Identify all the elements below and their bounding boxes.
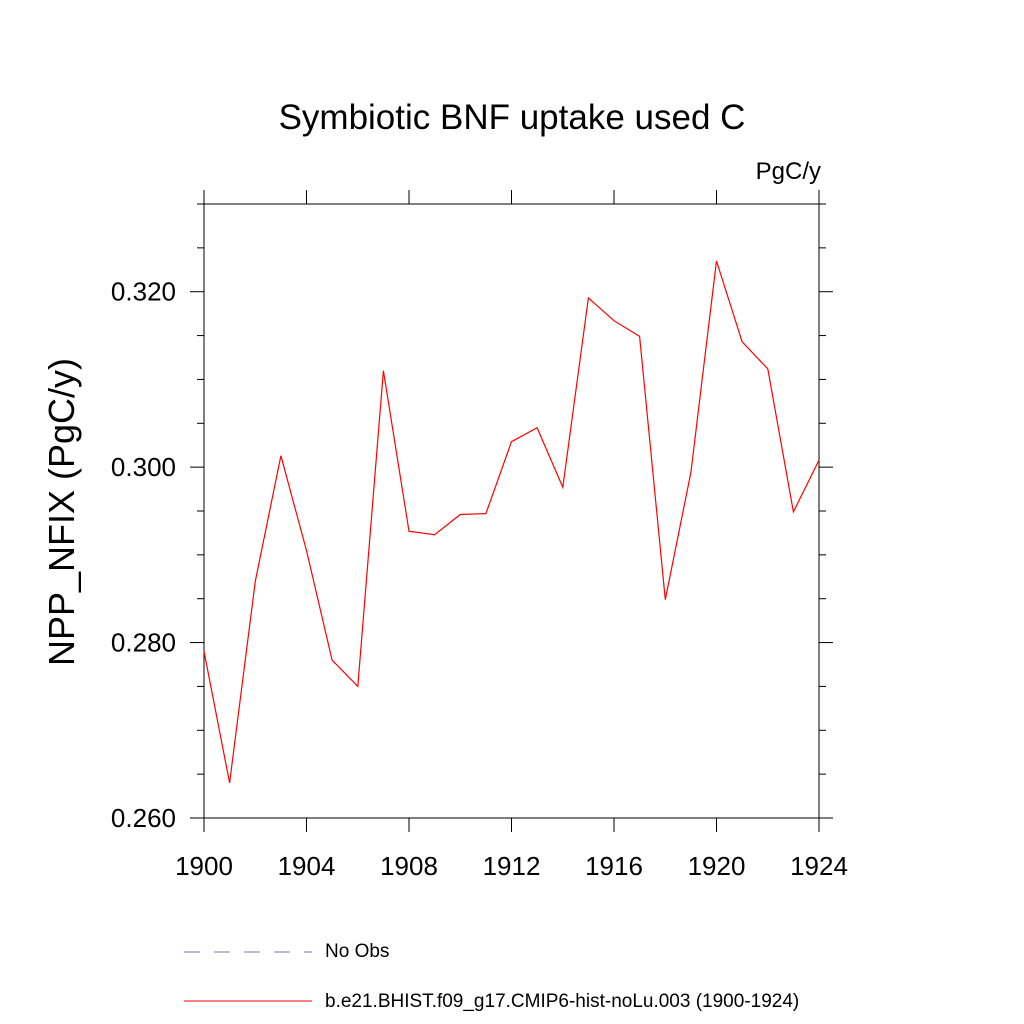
series-line (203, 260, 820, 784)
x-tick-label: 1908 (380, 851, 438, 881)
x-tick-label: 1924 (790, 851, 848, 881)
x-tick-label: 1900 (175, 851, 233, 881)
x-tick-label: 1904 (278, 851, 336, 881)
x-tick-label: 1920 (688, 851, 746, 881)
series-layer (203, 260, 820, 784)
x-tick-label: 1912 (483, 851, 541, 881)
x-tick-label: 1916 (585, 851, 643, 881)
legend-label-no-obs: No Obs (325, 941, 390, 962)
legend-label-model-run: b.e21.BHIST.f09_g17.CMIP6-hist-noLu.003 … (325, 991, 800, 1012)
legend-lines (184, 951, 312, 1002)
axis-ticks (190, 190, 833, 832)
units-label: PgC/y (755, 158, 821, 185)
y-tick-label: 0.260 (111, 803, 176, 833)
y-tick-label: 0.300 (111, 452, 176, 482)
chart-title: Symbiotic BNF uptake used C (278, 98, 746, 137)
y-tick-label: 0.320 (111, 277, 176, 307)
y-tick-label: 0.280 (111, 628, 176, 658)
y-axis-label: NPP_NFIX (PgC/y) (41, 357, 82, 667)
axis-tick-labels: 1900 1904 1908 1912 1916 1920 1924 0.260 0.280 0.… (111, 277, 848, 881)
